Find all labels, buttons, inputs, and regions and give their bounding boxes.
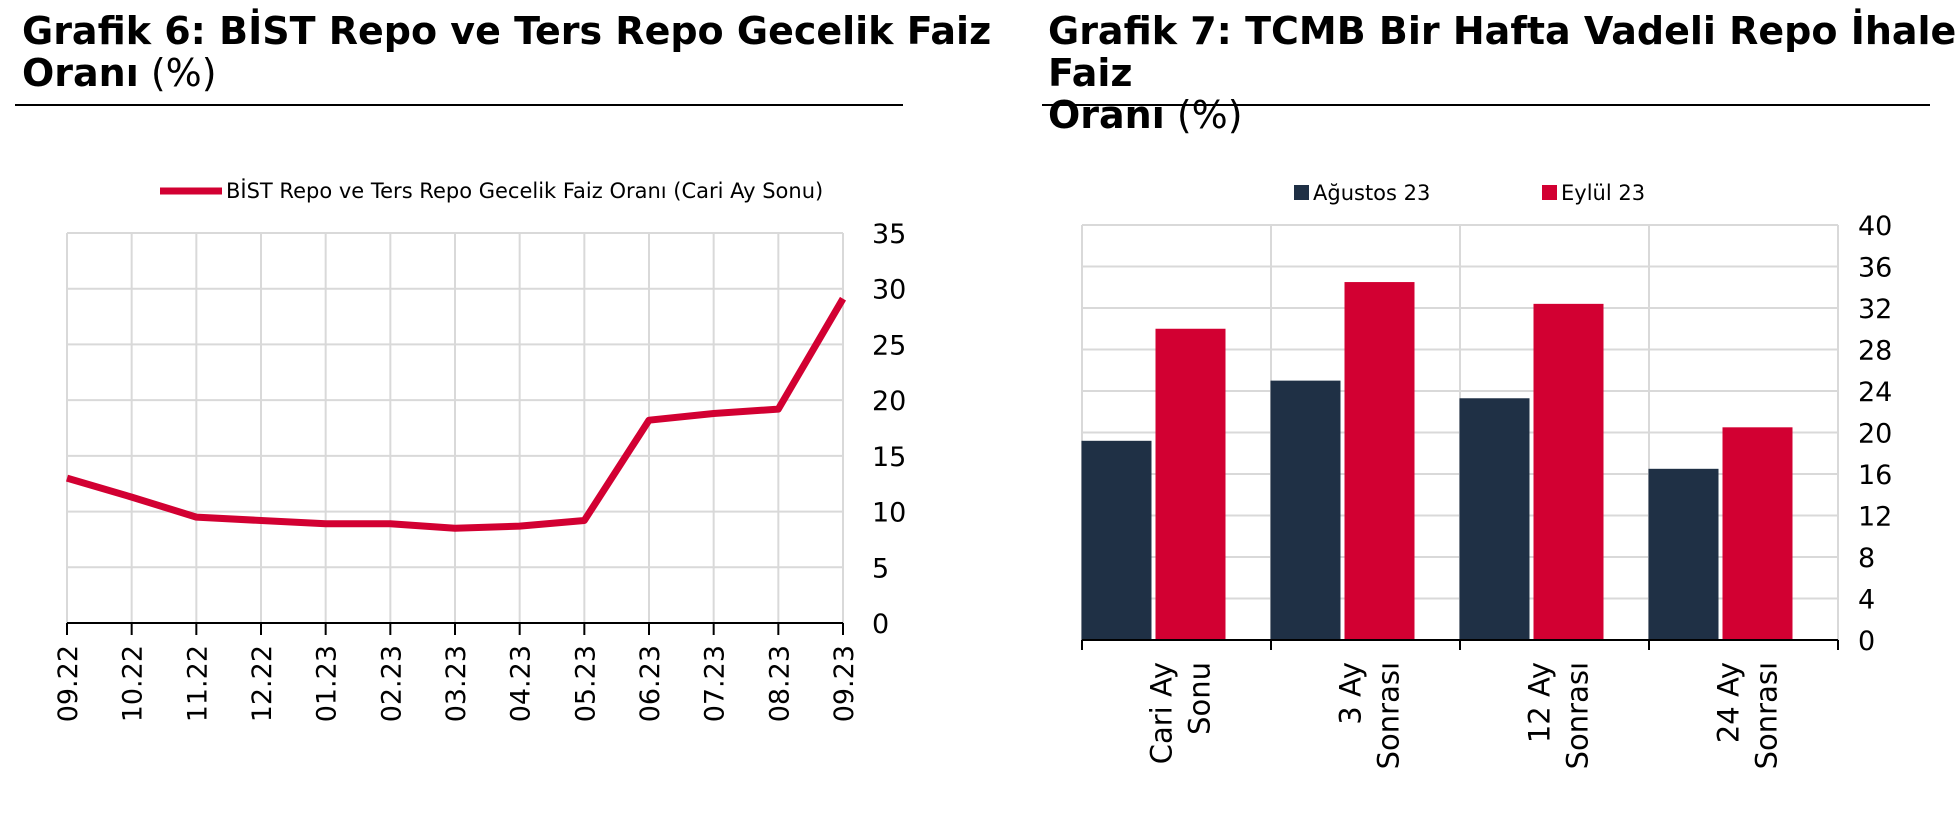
chart1-xtick-label: 01.23 [312, 645, 343, 722]
chart2-xtick-label-line2: Sonrası [1372, 662, 1406, 769]
chart1-legend-label: BİST Repo ve Ters Repo Gecelik Faiz Oran… [226, 178, 823, 203]
chart1-title-rule [15, 104, 903, 106]
chart2-title-line2: Oranı [1048, 93, 1165, 137]
chart2-xtick-label-line1: Cari Ay [1145, 662, 1179, 764]
chart2-bar-eylul [1722, 427, 1793, 640]
chart1-title-line2: Oranı [22, 51, 139, 95]
chart2-ytick-label: 36 [1858, 253, 1892, 284]
chart2-bar-agustos [1648, 468, 1719, 640]
chart2-xtick-label-line1: 24 Ay [1712, 662, 1746, 743]
chart2-ytick-label: 20 [1858, 419, 1892, 450]
chart2-bar-agustos [1081, 440, 1152, 640]
chart1-xtick-label: 09.23 [829, 645, 860, 722]
chart2-ytick-label: 28 [1858, 336, 1892, 367]
chart1-ytick-label: 15 [872, 442, 906, 473]
chart2-ytick-label: 24 [1858, 377, 1892, 408]
chart1-ytick-label: 30 [872, 275, 906, 306]
chart2-legend-swatch-agustos [1294, 185, 1309, 200]
chart1-ytick-label: 10 [872, 498, 906, 529]
chart1-xtick-label: 08.23 [764, 645, 795, 722]
chart2-ytick-label: 16 [1858, 460, 1892, 491]
chart2-xtick-label-line2: Sonrası [1561, 662, 1595, 769]
chart2-xtick-label-line2: Sonrası [1750, 662, 1784, 769]
chart1-ytick-label: 20 [872, 386, 906, 417]
chart2-bar-eylul [1344, 282, 1415, 640]
chart2-ytick-label: 0 [1858, 626, 1875, 657]
chart1-ytick-label: 5 [872, 553, 889, 584]
chart2-ytick-label: 40 [1858, 211, 1892, 242]
chart1-xtick-label: 09.22 [53, 645, 84, 722]
chart2-bar-eylul [1533, 303, 1604, 640]
chart1-series-line [66, 296, 847, 532]
chart2-bar-agustos [1270, 380, 1341, 640]
chart1-title: Grafik 6: BİST Repo ve Ters Repo Gecelik… [22, 10, 991, 94]
chart1-xtick-label: 12.22 [247, 645, 278, 722]
chart2-title-rule [1042, 104, 1930, 106]
chart1-xtick-label: 04.23 [506, 645, 537, 722]
chart2-bar-agustos [1459, 398, 1530, 640]
chart2-title-unit: (%) [1164, 93, 1243, 137]
chart1-ytick-label: 35 [872, 219, 906, 250]
chart2-ytick-label: 12 [1858, 502, 1892, 533]
chart2-ytick-label: 8 [1858, 543, 1875, 574]
chart2-ytick-label: 4 [1858, 585, 1875, 616]
chart2-xtick-label-line1: 3 Ay [1334, 662, 1368, 725]
chart1-xtick-label: 06.23 [635, 645, 666, 722]
chart2-ytick-label: 32 [1858, 294, 1892, 325]
chart2-legend-label-agustos: Ağustos 23 [1313, 181, 1430, 205]
chart1-title-unit: (%) [138, 51, 217, 95]
chart2-xtick-label-line2: Sonu [1183, 662, 1217, 735]
chart2-xtick-label-line1: 12 Ay [1523, 662, 1557, 743]
chart1-xtick-label: 02.23 [376, 645, 407, 722]
chart2-legend-label-eylul: Eylül 23 [1561, 181, 1645, 205]
chart1-ytick-label: 25 [872, 330, 906, 361]
chart1-title-main: Grafik 6: BİST Repo ve Ters Repo Gecelik… [22, 9, 992, 53]
chart2-title-main: Grafik 7: TCMB Bir Hafta Vadeli Repo İha… [1048, 9, 1957, 95]
chart2-title: Grafik 7: TCMB Bir Hafta Vadeli Repo İha… [1048, 10, 1959, 136]
chart1-xtick-label: 05.23 [570, 645, 601, 722]
chart2-bar-eylul [1155, 328, 1226, 640]
chart2-legend-swatch-eylul [1542, 185, 1557, 200]
chart1-xtick-label: 07.23 [700, 645, 731, 722]
chart1-ytick-label: 0 [872, 609, 889, 640]
chart1-xtick-label: 03.23 [441, 645, 472, 722]
chart1-xtick-label: 11.22 [182, 645, 213, 722]
chart1-xtick-label: 10.22 [118, 645, 149, 722]
